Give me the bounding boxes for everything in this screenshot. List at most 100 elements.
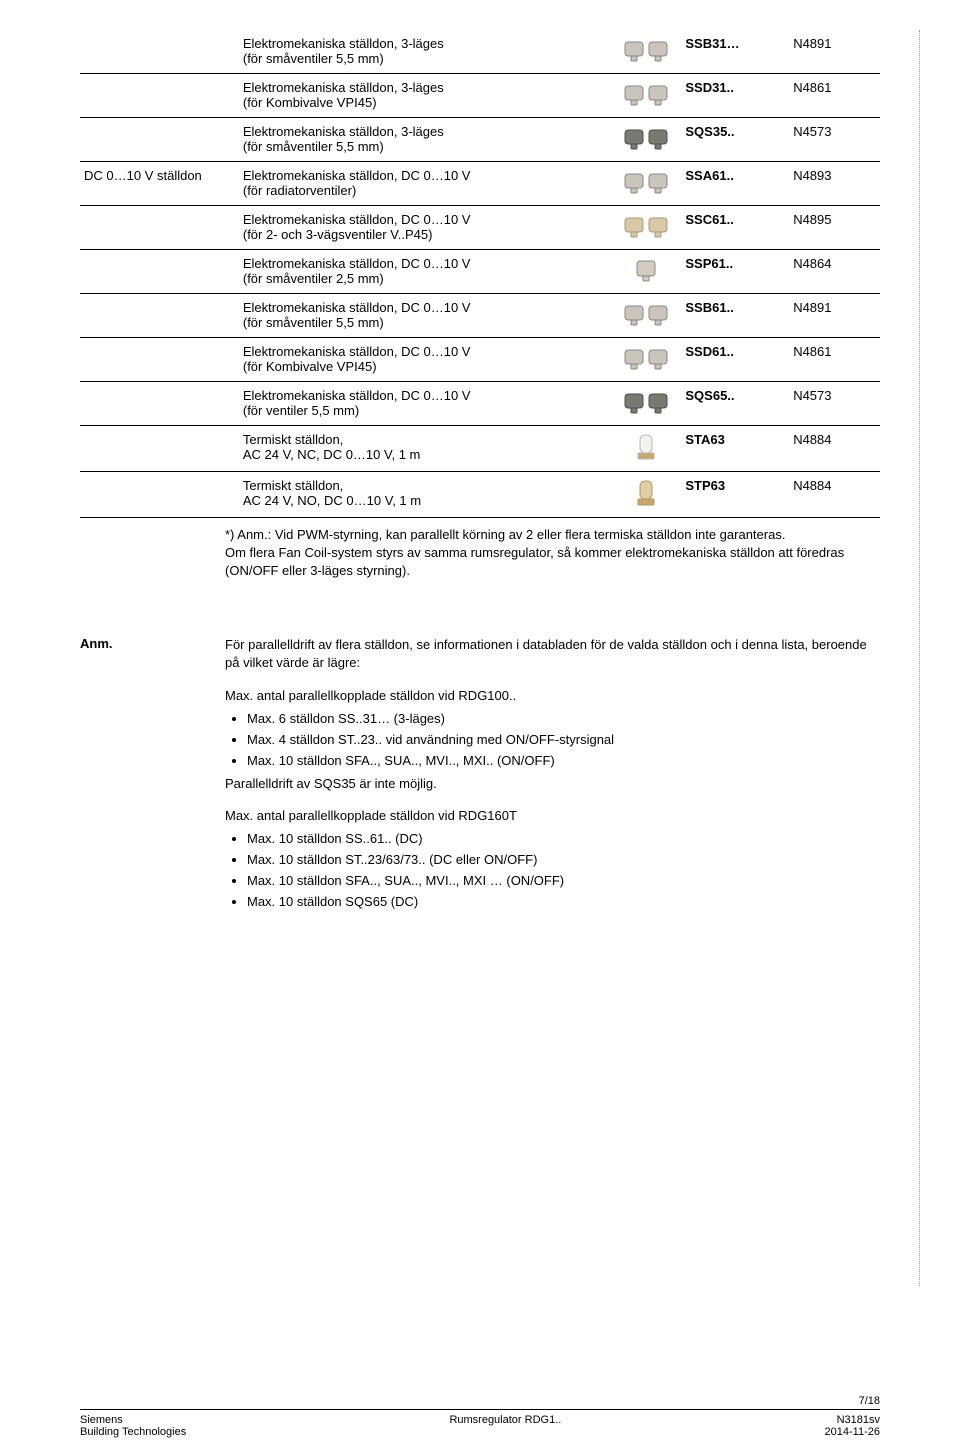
product-icon <box>613 250 681 294</box>
datasheet-code: N4573 <box>789 118 880 162</box>
pair-dark-icon <box>622 388 670 419</box>
pair-gray-icon <box>622 300 670 331</box>
product-code: SSC61.. <box>681 206 789 250</box>
product-icon <box>613 206 681 250</box>
table-row: Termiskt ställdon,AC 24 V, NC, DC 0…10 V… <box>80 426 880 472</box>
note-section: Anm. För parallelldrift av flera ställdo… <box>80 636 880 916</box>
table-row: Elektromekaniska ställdon, DC 0…10 V(för… <box>80 206 880 250</box>
row-description: Elektromekaniska ställdon, DC 0…10 V(för… <box>239 206 613 250</box>
table-row: Elektromekaniska ställdon, DC 0…10 V(för… <box>80 294 880 338</box>
footer-center: Rumsregulator RDG1.. <box>449 1414 561 1426</box>
footer-right-l2: 2014-11-26 <box>825 1426 880 1438</box>
note-list2: Max. 10 ställdon SS..61.. (DC)Max. 10 st… <box>225 830 880 911</box>
row-description: Termiskt ställdon,AC 24 V, NC, DC 0…10 V… <box>239 426 613 472</box>
page-footer: 7/18 Siemens Building Technologies Rumsr… <box>80 1395 880 1438</box>
product-code: SSA61.. <box>681 162 789 206</box>
product-icon <box>613 30 681 74</box>
footnote: *) Anm.: Vid PWM-styrning, kan parallell… <box>80 518 880 581</box>
product-code: STA63 <box>681 426 789 472</box>
row-left-label <box>80 338 239 382</box>
note-body: För parallelldrift av flera ställdon, se… <box>225 636 880 916</box>
row-description: Elektromekaniska ställdon, DC 0…10 V(för… <box>239 250 613 294</box>
product-icon <box>613 382 681 426</box>
row-left-label <box>80 426 239 472</box>
table-row: Elektromekaniska ställdon, DC 0…10 V(för… <box>80 338 880 382</box>
datasheet-code: N4893 <box>789 162 880 206</box>
note-intro: För parallelldrift av flera ställdon, se… <box>225 636 880 674</box>
row-description: Elektromekaniska ställdon, 3-läges(för s… <box>239 30 613 74</box>
pair-gray-icon <box>622 344 670 375</box>
row-left-label <box>80 294 239 338</box>
datasheet-code: N4884 <box>789 426 880 472</box>
products-table: Elektromekaniska ställdon, 3-läges(för s… <box>80 30 880 518</box>
row-left-label <box>80 118 239 162</box>
row-left-label <box>80 74 239 118</box>
product-icon <box>613 472 681 518</box>
datasheet-code: N4884 <box>789 472 880 518</box>
product-icon <box>613 294 681 338</box>
note-head2: Max. antal parallellkopplade ställdon vi… <box>225 807 880 826</box>
list-item: Max. 10 ställdon SFA.., SUA.., MVI.., MX… <box>247 872 880 891</box>
product-code: SSD61.. <box>681 338 789 382</box>
product-code: SSP61.. <box>681 250 789 294</box>
right-margin-dots <box>919 30 920 1286</box>
table-row: DC 0…10 V ställdonElektromekaniska ställ… <box>80 162 880 206</box>
product-icon <box>613 162 681 206</box>
pair-gray-icon <box>622 36 670 67</box>
table-row: Termiskt ställdon,AC 24 V, NO, DC 0…10 V… <box>80 472 880 518</box>
footer-left-l2: Building Technologies <box>80 1426 186 1438</box>
row-description: Elektromekaniska ställdon, DC 0…10 V(för… <box>239 162 613 206</box>
table-row: Elektromekaniska ställdon, 3-läges(för K… <box>80 74 880 118</box>
note-label: Anm. <box>80 636 225 916</box>
list-item: Max. 10 ställdon SQS65 (DC) <box>247 893 880 912</box>
footer-left-l1: Siemens <box>80 1414 123 1426</box>
row-left-label <box>80 206 239 250</box>
list-item: Max. 10 ställdon ST..23/63/73.. (DC elle… <box>247 851 880 870</box>
row-description: Elektromekaniska ställdon, 3-läges(för K… <box>239 74 613 118</box>
row-description: Elektromekaniska ställdon, DC 0…10 V(för… <box>239 294 613 338</box>
product-code: SSB61.. <box>681 294 789 338</box>
product-code: SSB31… <box>681 30 789 74</box>
single-icon <box>631 256 661 287</box>
product-code: SSD31.. <box>681 74 789 118</box>
table-row: Elektromekaniska ställdon, DC 0…10 V(för… <box>80 382 880 426</box>
table-row: Elektromekaniska ställdon, 3-läges(för s… <box>80 118 880 162</box>
datasheet-code: N4861 <box>789 74 880 118</box>
product-icon <box>613 338 681 382</box>
note-after1: Parallelldrift av SQS35 är inte möjlig. <box>225 775 880 794</box>
product-code: STP63 <box>681 472 789 518</box>
datasheet-code: N4895 <box>789 206 880 250</box>
table-row: Elektromekaniska ställdon, DC 0…10 V(för… <box>80 250 880 294</box>
row-left-label: DC 0…10 V ställdon <box>80 162 239 206</box>
footnote-line1: *) Anm.: Vid PWM-styrning, kan parallell… <box>225 527 785 542</box>
list-item: Max. 10 ställdon SFA.., SUA.., MVI.., MX… <box>247 752 880 771</box>
product-code: SQS35.. <box>681 118 789 162</box>
product-icon <box>613 74 681 118</box>
product-code: SQS65.. <box>681 382 789 426</box>
page-number: 7/18 <box>80 1395 880 1410</box>
row-description: Elektromekaniska ställdon, DC 0…10 V(för… <box>239 382 613 426</box>
row-description: Termiskt ställdon,AC 24 V, NO, DC 0…10 V… <box>239 472 613 518</box>
datasheet-code: N4891 <box>789 294 880 338</box>
thermal-white-icon <box>632 432 660 465</box>
row-left-label <box>80 382 239 426</box>
pair-gray-icon <box>622 168 670 199</box>
footnote-line2: Om flera Fan Coil-system styrs av samma … <box>225 545 844 578</box>
thermal-tan-icon <box>632 478 660 511</box>
list-item: Max. 6 ställdon SS..31… (3-läges) <box>247 710 880 729</box>
note-head1: Max. antal parallellkopplade ställdon vi… <box>225 687 880 706</box>
row-left-label <box>80 30 239 74</box>
table-row: Elektromekaniska ställdon, 3-läges(för s… <box>80 30 880 74</box>
datasheet-code: N4891 <box>789 30 880 74</box>
datasheet-code: N4861 <box>789 338 880 382</box>
product-icon <box>613 426 681 472</box>
datasheet-code: N4573 <box>789 382 880 426</box>
row-left-label <box>80 472 239 518</box>
row-left-label <box>80 250 239 294</box>
footer-right-l1: N3181sv <box>837 1414 880 1426</box>
pair-dark-icon <box>622 124 670 155</box>
datasheet-code: N4864 <box>789 250 880 294</box>
product-icon <box>613 118 681 162</box>
pair-tan-icon <box>622 212 670 243</box>
list-item: Max. 4 ställdon ST..23.. vid användning … <box>247 731 880 750</box>
